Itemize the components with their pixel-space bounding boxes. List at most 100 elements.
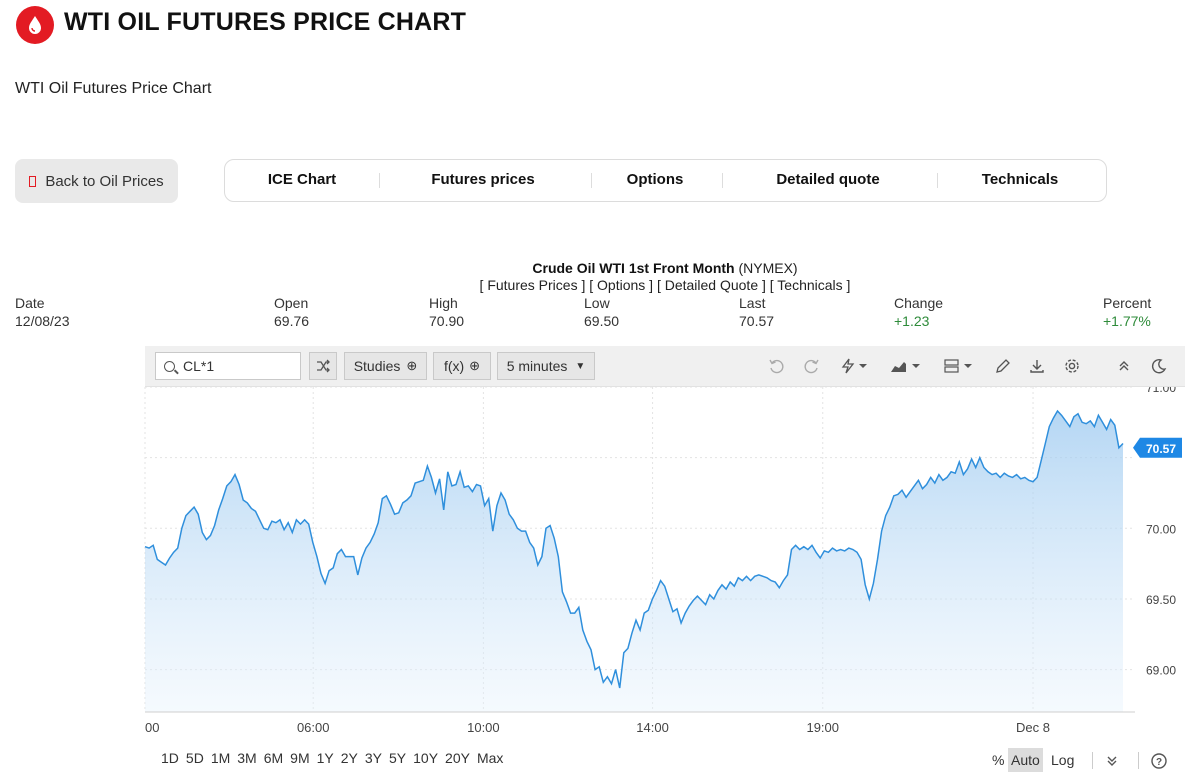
help-divider (1138, 752, 1139, 769)
quote-value-low: 69.50 (584, 313, 620, 329)
quote-label-low: Low (584, 295, 610, 311)
contract-name: Crude Oil WTI 1st Front Month (532, 260, 735, 276)
compare-button[interactable] (309, 352, 337, 380)
period-1d[interactable]: 1D (161, 750, 179, 766)
x-axis: 00 06:00 10:00 14:00 19:00 Dec 8 (145, 720, 1050, 735)
chart-type-icon[interactable] (888, 355, 924, 377)
x-tick-label: 14:00 (636, 720, 669, 735)
y-tick-label: 69.00 (1146, 664, 1176, 678)
price-area (145, 411, 1123, 712)
search-icon (164, 360, 175, 372)
pencil-icon[interactable] (992, 355, 1014, 377)
studies-label: Studies (353, 358, 401, 374)
nav-divider (722, 173, 723, 188)
shuffle-icon (317, 359, 330, 373)
scale-log-option[interactable]: Log (1051, 752, 1075, 768)
page-subtitle: WTI Oil Futures Price Chart (15, 80, 212, 97)
last-price-label: 70.57 (1146, 442, 1176, 456)
y-tick-label: 69.50 (1146, 593, 1176, 607)
oil-drop-logo (16, 6, 54, 44)
y-tick-label: 71.00 (1146, 387, 1176, 395)
scale-auto-option[interactable]: Auto (1008, 748, 1043, 772)
period-selector: 1D 5D 1M 3M 6M 9M 1Y 2Y 3Y 5Y 10Y 20Y Max (161, 750, 510, 766)
quote-value-percent: +1.77% (1103, 313, 1151, 329)
undo-icon[interactable] (765, 355, 787, 377)
period-10y[interactable]: 10Y (413, 750, 439, 766)
period-5d[interactable]: 5D (185, 750, 204, 766)
back-to-oil-prices-button[interactable]: Back to Oil Prices (15, 159, 178, 203)
tab-futures-prices[interactable]: Futures prices (431, 171, 535, 188)
x-tick-label: 10:00 (467, 720, 500, 735)
chart-nav-bar: ICE Chart Futures prices Options Detaile… (224, 159, 1107, 202)
back-button-label: Back to Oil Prices (45, 172, 164, 190)
scale-percent-option[interactable]: % (992, 752, 1005, 768)
x-tick-label: 06:00 (297, 720, 330, 735)
quote-label-change: Change (894, 295, 944, 311)
tab-options[interactable]: Options (626, 171, 684, 188)
x-tick-label: 00 (145, 720, 159, 735)
chart-heading: Crude Oil WTI 1st Front Month (NYMEX) (0, 260, 1200, 276)
functions-button[interactable]: f(x) ⊕ (433, 352, 491, 380)
quote-value-last: 70.57 (739, 313, 775, 329)
price-chart[interactable]: 69.00 69.50 70.00 71.00 00 06:00 10:00 14:00 19… (0, 387, 1200, 742)
collapse-icon[interactable] (1113, 355, 1135, 377)
help-icon[interactable]: ? (1148, 750, 1170, 772)
page-title: WTI OIL FUTURES PRICE CHART (64, 8, 467, 36)
functions-label: f(x) (443, 358, 465, 374)
layout-icon[interactable] (942, 355, 976, 377)
svg-text:?: ? (1156, 757, 1162, 768)
nav-divider (591, 173, 592, 188)
exchange-name: (NYMEX) (738, 260, 798, 276)
period-5y[interactable]: 5Y (389, 750, 407, 766)
y-axis: 69.00 69.50 70.00 71.00 (1146, 387, 1176, 678)
scale-divider (1092, 752, 1093, 769)
interval-label: 5 minutes (506, 358, 568, 374)
tab-technicals[interactable]: Technicals (981, 171, 1059, 188)
chart-toolbar: CL*1 Studies ⊕ f(x) ⊕ 5 minutes ▼ (145, 346, 1185, 387)
nav-divider (937, 173, 938, 188)
last-price-badge-shape (1133, 437, 1182, 458)
studies-button[interactable]: Studies ⊕ (344, 352, 427, 380)
chart-links[interactable]: [ Futures Prices ] [ Options ] [ Detaile… (479, 277, 851, 293)
quote-value-high: 70.90 (429, 313, 465, 329)
download-icon[interactable] (1026, 355, 1048, 377)
period-9m[interactable]: 9M (290, 750, 310, 766)
interval-select[interactable]: 5 minutes ▼ (497, 352, 595, 380)
moon-icon[interactable] (1148, 355, 1170, 377)
back-icon (29, 175, 37, 187)
symbol-search-input[interactable]: CL*1 (155, 352, 301, 380)
gear-icon[interactable] (1061, 355, 1083, 377)
period-3y[interactable]: 3Y (364, 750, 382, 766)
quote-label-high: High (429, 295, 458, 311)
tab-detailed-quote[interactable]: Detailed quote (776, 171, 880, 188)
quote-label-open: Open (274, 295, 309, 311)
period-6m[interactable]: 6M (263, 750, 284, 766)
price-line (144, 409, 1124, 689)
quote-label-date: Date (15, 295, 45, 311)
period-20y[interactable]: 20Y (445, 750, 470, 766)
oil-drop-icon (29, 16, 41, 34)
x-tick-label: Dec 8 (1016, 720, 1050, 735)
double-chevron-down-icon[interactable] (1101, 750, 1123, 772)
last-price-badge: 70.57 (1133, 437, 1182, 458)
plus-circle-icon: ⊕ (469, 358, 481, 373)
tab-ice-chart[interactable]: ICE Chart (267, 171, 337, 188)
period-1y[interactable]: 1Y (316, 750, 334, 766)
y-tick-label: 70.00 (1146, 522, 1176, 536)
quote-value-date: 12/08/23 (15, 313, 70, 329)
caret-down-icon: ▼ (575, 360, 586, 372)
nav-divider (379, 173, 380, 188)
x-tick-label: 19:00 (806, 720, 839, 735)
quote-value-open: 69.76 (274, 313, 310, 329)
symbol-value: CL*1 (183, 358, 215, 374)
plus-circle-icon: ⊕ (406, 358, 418, 373)
period-1m[interactable]: 1M (210, 750, 231, 766)
period-2y[interactable]: 2Y (340, 750, 358, 766)
quote-label-percent: Percent (1103, 295, 1152, 311)
quote-value-change: +1.23 (894, 313, 930, 329)
period-3m[interactable]: 3M (237, 750, 257, 766)
period-max[interactable]: Max (476, 750, 504, 766)
redo-icon[interactable] (801, 355, 823, 377)
lightning-icon[interactable] (837, 355, 871, 377)
quote-label-last: Last (739, 295, 766, 311)
